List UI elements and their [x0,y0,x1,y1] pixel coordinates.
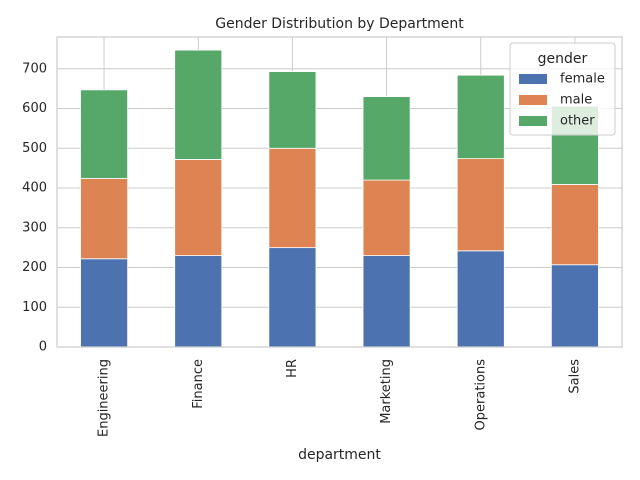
legend-label-male: male [560,93,592,108]
bar-female-sales [550,264,599,348]
bar-other-finance [174,49,223,160]
x-tick-label: HR [285,359,300,378]
bar-other-marketing [362,96,411,181]
x-tick-label: Operations [473,359,488,431]
bar-other-operations [456,74,505,160]
y-tick-label: 500 [22,141,47,156]
legend-swatch-female [519,74,547,84]
legend-title: gender [538,51,588,67]
y-tick-label: 600 [22,101,47,116]
legend: gender female male other [509,42,616,136]
bar-other-engineering [80,89,129,179]
legend-swatch-other [519,116,547,126]
chart-title: Gender Distribution by Department [215,16,464,32]
bar-other-hr [268,71,317,149]
x-tick-label: Marketing [379,359,394,424]
bar-male-finance [174,159,223,256]
legend-label-female: female [560,72,605,87]
bar-female-operations [456,250,505,348]
bar-male-sales [550,184,599,266]
plot-frame [56,36,623,348]
x-tick-label: Engineering [97,359,112,437]
y-tick-label: 400 [22,181,47,196]
bar-male-operations [456,158,505,252]
legend-box [509,42,616,136]
legend-label-other: other [560,114,595,129]
y-tick-label: 200 [22,260,47,275]
bar-male-hr [268,147,317,249]
bars [80,49,599,348]
x-axis-title: department [298,447,381,463]
bar-male-engineering [80,178,129,260]
bar-female-engineering [80,258,129,348]
x-axis-ticks: Engineering Finance HR Marketing Operations S… [97,359,583,437]
legend-swatch-male [519,95,547,105]
x-tick-label: Finance [191,359,206,409]
y-tick-label: 0 [39,340,47,355]
bar-female-marketing [362,255,411,348]
bar-female-finance [174,255,223,348]
y-tick-label: 300 [22,220,47,235]
bar-female-hr [268,247,317,348]
y-tick-label: 700 [22,61,47,76]
y-tick-label: 100 [22,300,47,315]
x-tick-label: Sales [567,359,582,394]
y-axis-ticks: 0 100 200 300 400 500 600 700 [22,61,47,354]
bar-male-marketing [362,179,411,256]
